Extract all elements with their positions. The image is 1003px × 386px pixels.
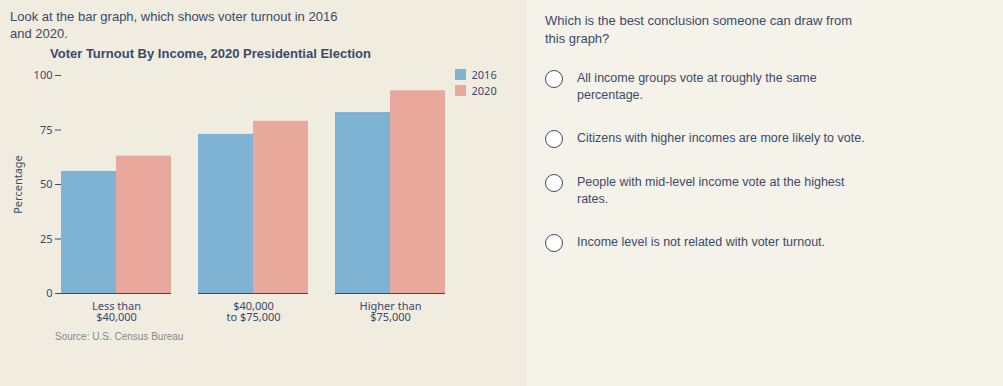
html-text:Look at the bar graph, which s: Look at the bar graph, which shows voter… [10,9,338,41]
html-text:Source: U.S. Census Bureau: Source: U.S. Census Bureau [55,331,184,342]
svg-text:Higher than$75,000: Higher than$75,000 [360,298,422,324]
html-text:People with mid-level income v: People with mid-level income vote at the… [577,175,845,206]
svg-text:100: 100 [34,67,53,82]
html-text:Citizens with higher incomes a: Citizens with higher incomes are more li… [577,131,865,145]
html-text:Which is the best conclusion s: Which is the best conclusion someone can… [545,13,853,46]
html-text:2020: 2020 [471,83,497,98]
html-text:All income groups vote at roug: All income groups vote at roughly the sa… [577,71,817,102]
svg-text:0: 0 [46,285,52,300]
html-text:Income level is not related wi: Income level is not related with voter t… [577,235,825,249]
svg-text:50: 50 [40,176,53,191]
html-text:Voter Turnout By Income, 2020: Voter Turnout By Income, 2020 Presidenti… [50,46,371,61]
svg-text:25: 25 [40,231,53,246]
svg-text:$40,000to $75,000: $40,000to $75,000 [226,298,280,324]
svg-text:Percentage: Percentage [10,155,25,214]
svg-text:75: 75 [40,122,53,137]
html-text:2016: 2016 [471,67,497,82]
svg-text:Less than$40,000: Less than$40,000 [92,298,141,324]
